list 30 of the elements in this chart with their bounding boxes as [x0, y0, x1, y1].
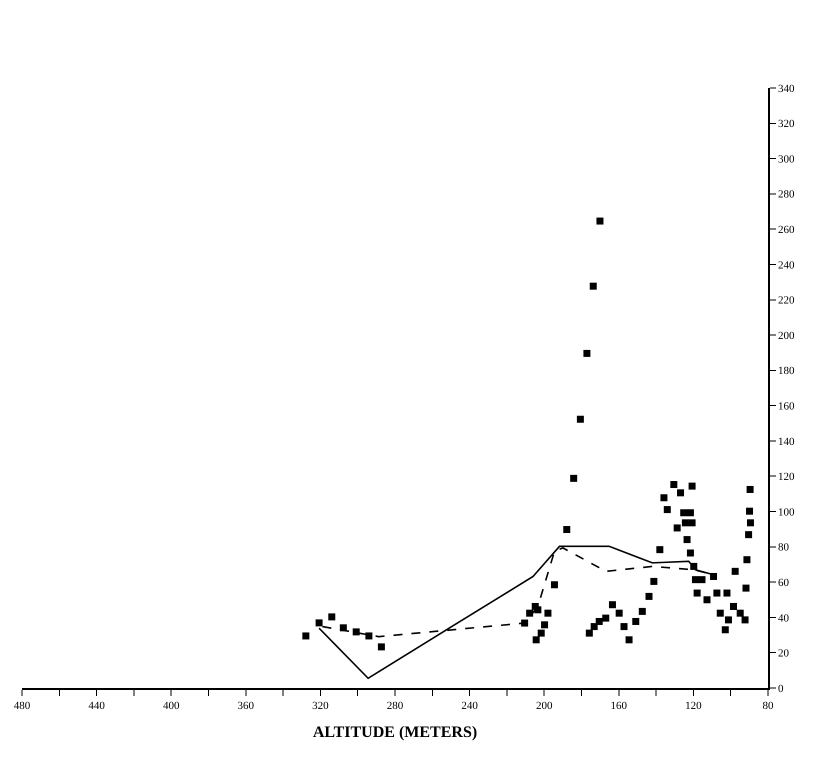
y-tick-label: 120 [778, 471, 795, 484]
y-tick-label: 300 [778, 153, 795, 166]
y-tick-label: 280 [778, 188, 795, 201]
x-tick-label: 360 [238, 700, 255, 712]
y-tick-label: 180 [778, 365, 795, 378]
x-axis-title: ALTITUDE (METERS) [312, 724, 478, 742]
x-tick-label: 440 [88, 700, 106, 712]
x-tick-label: 320 [312, 700, 330, 712]
y-tick-label: 320 [778, 118, 795, 130]
x-tick-label: 480 [14, 700, 31, 712]
y-tick-label: 60 [778, 576, 790, 589]
y-tick-label: 260 [778, 224, 795, 236]
y-tick-label: 100 [778, 506, 795, 518]
y-tick-label: 340 [778, 82, 795, 95]
x-tick-label: 120 [685, 700, 702, 712]
x-tick-label: 280 [386, 700, 404, 712]
y-tick-label: 220 [778, 294, 795, 307]
y-tick-label: 140 [778, 436, 795, 448]
y-tick-label: 40 [778, 612, 790, 624]
y-tick-label: 80 [778, 542, 790, 554]
x-tick-label: 160 [610, 700, 628, 712]
y-tick-label: 160 [778, 400, 795, 412]
x-tick-label: 200 [536, 700, 553, 712]
y-tick-label: 20 [778, 648, 790, 660]
x-tick-label: 80 [762, 700, 774, 712]
y-tick-label: 0 [778, 682, 784, 695]
y-tick-label: 240 [778, 259, 795, 272]
y-tick-label: 200 [778, 330, 795, 342]
x-tick-label: 240 [461, 700, 478, 712]
x-tick-label: 400 [162, 700, 180, 712]
